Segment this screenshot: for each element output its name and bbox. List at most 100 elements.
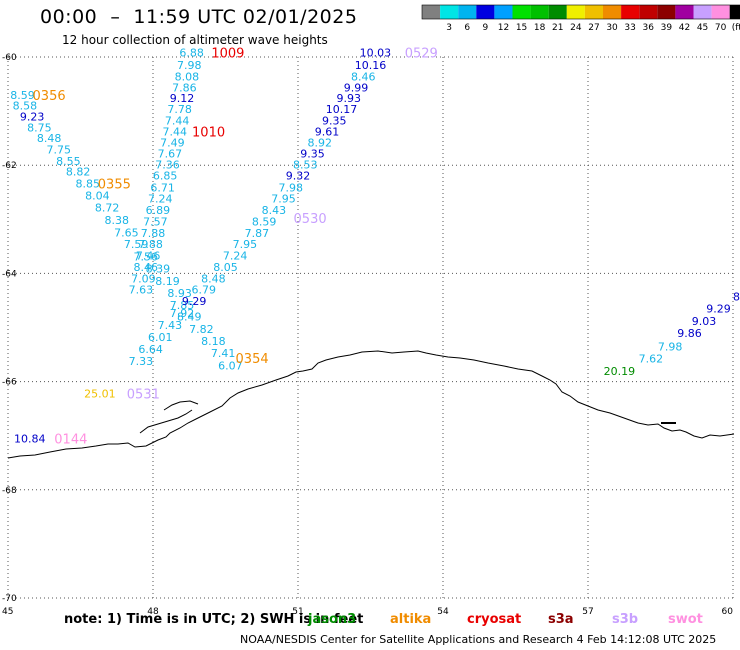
wave-height-label: 9.03 [692, 315, 717, 328]
colorbar-tick-label: 42 [679, 23, 690, 33]
wave-height-label: 7.33 [129, 355, 154, 368]
wave-height-label: 8.92 [308, 136, 333, 149]
wave-height-label: 9.29 [706, 303, 731, 316]
colorbar-swatch [657, 5, 676, 19]
pass-time-label: 0356 [33, 89, 66, 104]
axis-tick-labels: 45 48 51 54 57 60 -60 -62 -64 -66 -68 -70 [2, 53, 733, 617]
colorbar-tick-label: 39 [661, 23, 673, 33]
wave-height-label: 8.48 [37, 132, 62, 145]
wave-height-label: 8.05 [213, 261, 238, 274]
wave-height-label: 7.95 [271, 193, 296, 206]
wave-height-label: 25.01 [84, 388, 116, 401]
satellite-legend-altika: altika [390, 612, 432, 627]
wave-height-label: 6.64 [138, 343, 163, 356]
colorbar-swatch [440, 5, 459, 19]
colorbar-swatch [530, 5, 549, 19]
wave-height-label: 9.93 [337, 92, 362, 105]
colorbar-swatch [584, 5, 603, 19]
satellite-legend-jason3: jason3 [308, 612, 357, 627]
coastline-path [7, 350, 735, 459]
wave-height-label: 9.12 [170, 92, 195, 105]
wave-height-label: 7.75 [47, 144, 72, 157]
wave-height-label: 8.75 [27, 121, 52, 134]
wave-height-label: 7.62 [639, 352, 664, 365]
colorbar-swatch [548, 5, 567, 19]
chart-subtitle: 12 hour collection of altimeter wave hei… [62, 33, 328, 47]
wave-height-label: 7.59 [124, 238, 149, 251]
wave-height-label: 9.86 [677, 327, 702, 340]
wave-height-label: 7.98 [658, 340, 683, 353]
wave-height-label: 9.32 [286, 169, 311, 182]
colorbar-tick-label: 30 [606, 23, 618, 33]
lat-tick-label: -70 [2, 594, 17, 604]
wave-height-label: 10.03 [360, 47, 392, 60]
wave-height-label: 10.84 [14, 432, 46, 445]
pass-time-label: 1009 [211, 47, 244, 62]
wave-height-label: 8.93 [167, 287, 192, 300]
colorbar-tick-label: 9 [482, 23, 488, 33]
wave-height-label: 8.72 [95, 201, 120, 214]
colorbar-unit: (ft) [732, 23, 740, 33]
lon-tick-label: 60 [722, 607, 734, 617]
wave-height-label: 8.18 [201, 335, 226, 348]
wave-height-label: 9.35 [322, 114, 347, 127]
wave-height-label: 8.39 [146, 263, 171, 276]
wave-height-label: 7.44 [165, 114, 190, 127]
wave-height-label: 8.08 [175, 70, 200, 83]
wave-height-label: 7.98 [279, 181, 304, 194]
colorbar-swatch [603, 5, 622, 19]
wave-height-label: 7.36 [155, 159, 180, 172]
pass-time-label: 0355 [98, 178, 131, 193]
wave-height-label: 7.85 [170, 299, 195, 312]
wave-height-label: 7.86 [172, 81, 197, 94]
wave-height-label: 6.01 [148, 331, 173, 344]
wave-height-label: 8.43 [262, 204, 287, 217]
wave-height-label: 7.95 [233, 238, 258, 251]
wave-height-label: 6.07 [218, 359, 243, 372]
pass-time-label: 0144 [54, 432, 87, 447]
wave-height-label: 8.38 [105, 214, 130, 227]
wave-height-label: 8.85 [76, 178, 101, 191]
satellite-legend-cryosat: cryosat [467, 612, 522, 627]
wave-height-label: 7.24 [223, 250, 248, 263]
wave-height-label: 8.82 [66, 166, 91, 179]
wave-height-label: 9.35 [300, 147, 325, 160]
pass-time-labels: 1009 1010 0356 0355 0354 0529 0530 0531 0144 [33, 47, 438, 448]
colorbar-tick-label: 15 [516, 23, 527, 33]
wave-height-label: 7.88 [141, 227, 166, 240]
wave-height-label: 7.78 [167, 103, 192, 116]
wave-height-label: 7.87 [245, 227, 270, 240]
wave-height-label: 6.85 [153, 169, 178, 182]
satellite-legend-s3b: s3b [612, 612, 639, 627]
lat-tick-label: -68 [2, 486, 17, 496]
wave-height-label: 6.89 [146, 204, 171, 217]
wave-height-label: 10.16 [355, 59, 387, 72]
wave-height-label: 8.49 [177, 311, 202, 324]
lon-tick-label: 51 [292, 607, 303, 617]
lon-tick-label: 45 [2, 607, 13, 617]
wave-height-label: 8.46 [351, 70, 376, 83]
lat-tick-label: -62 [2, 161, 17, 171]
wave-height-label: 7.88 [138, 238, 163, 251]
wave-height-label: 8.04 [85, 189, 110, 202]
wave-height-label: 8.19 [155, 275, 180, 288]
map-grid [7, 56, 734, 599]
colorbar-tick-label: 24 [570, 23, 582, 33]
wave-height-label: 7.63 [129, 284, 154, 297]
wave-height-label: 7.98 [177, 59, 202, 72]
wave-height-label: 7.41 [211, 347, 236, 360]
coastline-inlet [139, 409, 193, 434]
colorbar-swatch [621, 5, 640, 19]
wave-height-label: 7.56 [134, 251, 159, 264]
lat-tick-label: -60 [2, 53, 17, 63]
colorbar-swatch [422, 5, 441, 19]
pass-time-label: 0530 [294, 212, 327, 227]
satellite-legend-s3a: s3a [548, 612, 574, 627]
colorbar-tick-label: 3 [446, 23, 452, 33]
wave-height-label: 9.99 [344, 81, 369, 94]
colorbar-swatch [693, 5, 712, 19]
colorbar-tick-label: 6 [464, 23, 470, 33]
wave-height-label: 8.53 [293, 159, 318, 172]
